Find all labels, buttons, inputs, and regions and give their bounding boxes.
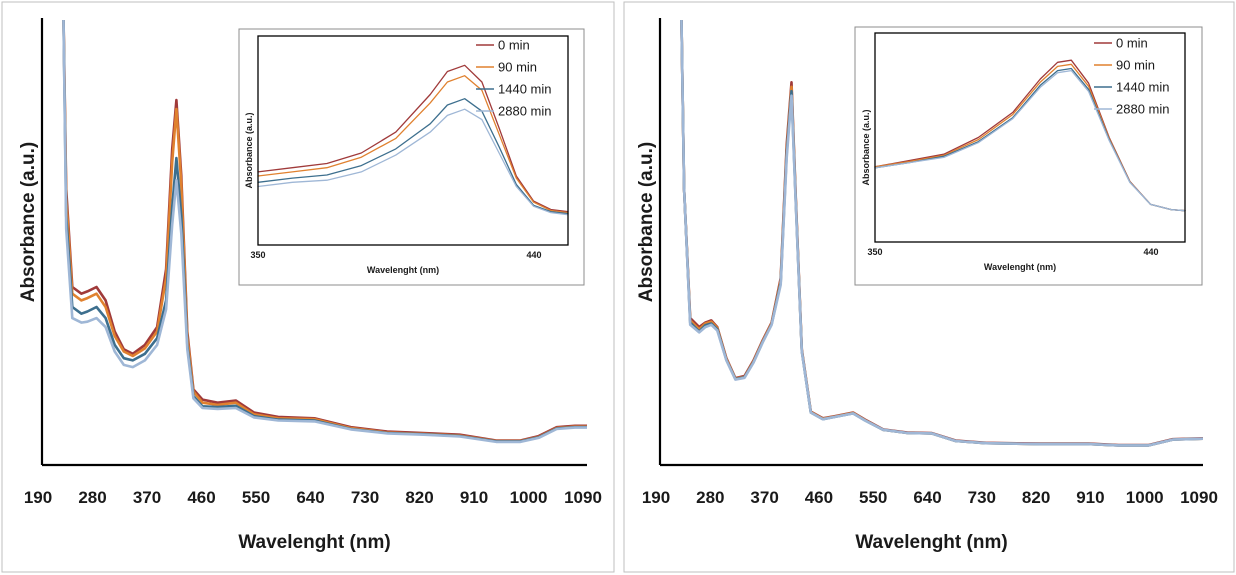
inset-x-axis-title: Wavelenght (nm): [984, 262, 1056, 272]
inset-box: [238, 28, 585, 286]
x-tick-label: 550: [859, 488, 887, 507]
inset-series-line-1440-min: [257, 98, 569, 215]
x-tick-label: 370: [750, 488, 778, 507]
series-group: [680, 20, 1203, 447]
inset-x-tick-label: 440: [526, 250, 541, 260]
inset-plot-frame: [874, 32, 1186, 243]
series-line-2880-min: [62, 20, 587, 444]
x-tick-label: 370: [133, 488, 161, 507]
x-tick-label: 550: [242, 488, 270, 507]
x-tick-label: 1090: [1180, 488, 1218, 507]
inset-series-line-2880-min: [257, 108, 569, 216]
inset-x-axis-title: Wavelenght (nm): [367, 265, 439, 275]
x-tick-label: 280: [78, 488, 106, 507]
inset-y-axis-title: Absorbance (a.u.): [244, 112, 254, 188]
x-axis-title: Wavelenght (nm): [855, 532, 1007, 553]
x-axis-title: Wavelenght (nm): [238, 532, 390, 553]
x-tick-label: 190: [24, 488, 52, 507]
inset-chart: 350 440 Wavelenght (nm) Absorbance (a.u.) 0 …: [854, 26, 1203, 286]
series-group: [62, 20, 587, 444]
inset-x-tick-label: 350: [867, 247, 882, 257]
x-tick-label: 1090: [564, 488, 602, 507]
inset-series-line-90-min: [257, 75, 569, 214]
x-tick-label: 280: [696, 488, 724, 507]
x-tick-label: 190: [642, 488, 670, 507]
panel-frame: [623, 1, 1235, 573]
inset-plot-frame: [257, 35, 569, 246]
x-tick-label: 1000: [1126, 488, 1164, 507]
x-tick-label: 820: [405, 488, 433, 507]
inset-legend: 0 min 90 min 1440 min 2880 min: [1094, 36, 1169, 117]
inset-x-tick-label: 350: [250, 250, 265, 260]
x-tick-label: 460: [805, 488, 833, 507]
x-tick-label: 640: [296, 488, 324, 507]
chart-panel-1: 190 280 370 460 550 640 730 820 910 1000 1090 Wavel…: [1, 1, 615, 573]
panel-frame: [1, 1, 615, 573]
x-tick-label: 910: [460, 488, 488, 507]
inset-chart: 350 440 Wavelenght (nm) Absorbance (a.u.) 0 …: [238, 28, 585, 286]
x-tick-label: 820: [1022, 488, 1050, 507]
chart-panel-2: 190 280 370 460 550 640 730 820 910 1000 1090 Wavel…: [623, 1, 1235, 573]
inset-x-tick-label: 440: [1143, 247, 1158, 257]
y-axis-title: Absorbance (a.u.): [636, 142, 657, 302]
legend-label: 2880 min: [1116, 102, 1169, 117]
inset-series-line-2880-min: [874, 69, 1186, 212]
x-tick-label: 460: [187, 488, 215, 507]
x-tick-label: 1000: [510, 488, 548, 507]
series-line-2880-min: [680, 20, 1203, 447]
legend-label: 1440 min: [498, 82, 551, 97]
x-tick-label: 640: [913, 488, 941, 507]
legend-label: 90 min: [498, 60, 537, 75]
legend-label: 2880 min: [498, 104, 551, 119]
legend-label: 1440 min: [1116, 80, 1169, 95]
inset-series-line-0-min: [257, 64, 569, 213]
inset-legend: 0 min 90 min 1440 min 2880 min: [476, 38, 551, 119]
legend-label: 0 min: [1116, 36, 1148, 51]
inset-y-axis-title: Absorbance (a.u.): [861, 109, 871, 185]
x-tick-label: 730: [351, 488, 379, 507]
legend-label: 90 min: [1116, 58, 1155, 73]
y-axis-title: Absorbance (a.u.): [18, 142, 39, 302]
x-tick-label: 730: [968, 488, 996, 507]
legend-label: 0 min: [498, 38, 530, 53]
x-tick-label: 910: [1076, 488, 1104, 507]
